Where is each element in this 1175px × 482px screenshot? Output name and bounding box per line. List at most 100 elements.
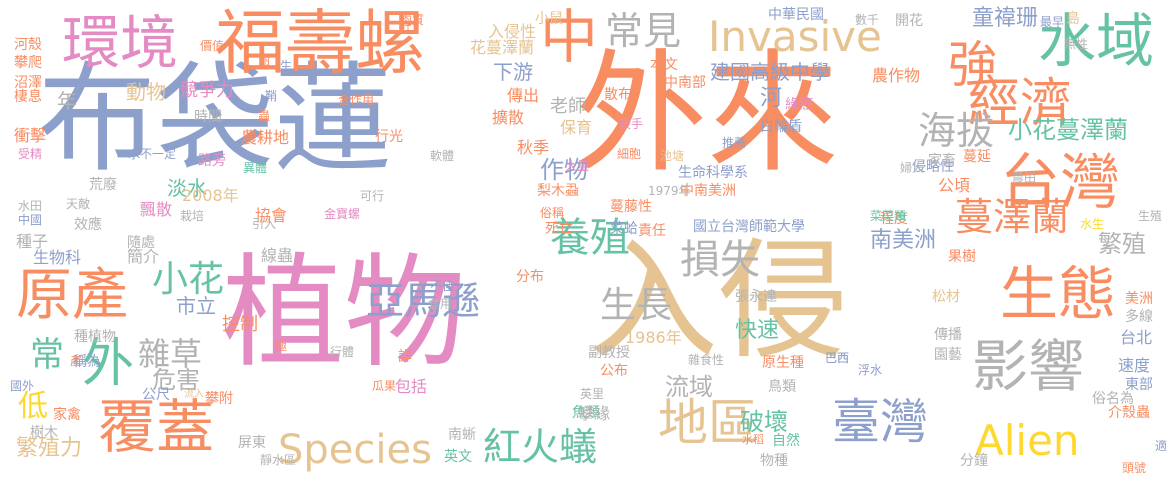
- cloud-word: 張永達: [735, 289, 777, 305]
- cloud-word: 速度: [1118, 356, 1151, 375]
- cloud-word: 下游: [493, 60, 533, 84]
- cloud-word: 流域: [665, 373, 713, 401]
- cloud-word: 繁殖: [1098, 230, 1146, 258]
- cloud-word: 簡介: [127, 247, 160, 266]
- cloud-word: 蔓延: [963, 149, 991, 165]
- cloud-word: 大量: [565, 159, 590, 173]
- cloud-word: 童禕珊: [972, 6, 1039, 31]
- cloud-word: 福壽螺: [215, 2, 425, 84]
- cloud-word: 衝擊: [14, 126, 47, 145]
- cloud-word: 國立台灣師範大學: [693, 219, 805, 235]
- cloud-word: 菜菜類: [870, 209, 907, 223]
- cloud-word: 異體: [243, 161, 268, 175]
- cloud-word: 原生種: [762, 355, 804, 371]
- cloud-word: 物種: [760, 453, 788, 469]
- cloud-word: 頭號: [1122, 461, 1147, 475]
- cloud-word: 生殖: [1138, 209, 1163, 223]
- cloud-word: 最早: [1040, 15, 1065, 29]
- cloud-word: 攀附: [205, 391, 233, 407]
- cloud-word: 線蟲: [261, 246, 294, 265]
- cloud-word: 建國高級中學: [710, 60, 830, 84]
- cloud-word: 河: [760, 86, 783, 111]
- cloud-word: 亞馬遜: [366, 279, 481, 323]
- cloud-word: 鳥類: [768, 379, 796, 395]
- cloud-word: 責任: [638, 223, 666, 239]
- cloud-word: 入侵性: [488, 22, 537, 41]
- cloud-word: 蟲: [258, 109, 271, 123]
- cloud-word: 家禽: [53, 407, 81, 423]
- cloud-word: 生: [280, 59, 293, 73]
- cloud-word: 開花: [895, 13, 923, 29]
- cloud-word: 協會: [255, 206, 288, 225]
- cloud-word: 稱為: [73, 354, 101, 370]
- cloud-word: 婦人: [900, 161, 925, 175]
- cloud-word: 細胞: [617, 147, 642, 161]
- cloud-word: 台北: [1120, 328, 1153, 347]
- cloud-word: 包括: [395, 377, 428, 396]
- cloud-word: 松材: [932, 289, 960, 305]
- cloud-word: 生態: [1000, 260, 1117, 328]
- cloud-word: 控制: [222, 314, 258, 335]
- cloud-word: 池塘: [660, 149, 685, 163]
- cloud-word: 詳: [398, 349, 412, 365]
- cloud-word: 原產: [16, 263, 128, 328]
- cloud-word: 流入: [184, 389, 204, 400]
- cloud-word: 飄散: [140, 200, 173, 219]
- cloud-word: 無性: [1064, 37, 1089, 51]
- cloud-word: 分鐘: [960, 453, 988, 469]
- cloud-word: 屏東: [238, 435, 266, 451]
- cloud-word: 中: [540, 3, 599, 71]
- cloud-word: 傳出: [507, 86, 540, 105]
- cloud-word: 傳播: [934, 327, 962, 343]
- cloud-word: 園藝: [934, 347, 962, 363]
- cloud-word: 巴西: [825, 351, 850, 365]
- cloud-word: 副教授: [588, 345, 630, 361]
- cloud-word: 水域: [1038, 7, 1155, 75]
- cloud-word: 紅火蟻: [483, 425, 598, 469]
- cloud-word: 農田: [1012, 171, 1037, 185]
- cloud-word: 植物: [222, 242, 466, 384]
- cloud-word: 小花蔓澤蘭: [1008, 116, 1128, 144]
- cloud-word: 台灣: [1000, 148, 1120, 218]
- cloud-word: 荒廢: [89, 177, 117, 193]
- cloud-word: 肉質: [400, 13, 425, 27]
- cloud-word: 自然: [772, 433, 800, 449]
- cloud-word: 水田: [18, 199, 43, 213]
- cloud-word: 果樹: [948, 249, 976, 265]
- cloud-word: 俗稱: [540, 206, 565, 220]
- cloud-word: 天敵: [66, 197, 91, 211]
- cloud-word: 公頃: [938, 176, 971, 195]
- cloud-word: 入侵: [588, 225, 849, 377]
- cloud-word: 中華民國: [768, 7, 824, 23]
- cloud-word: 路旁: [198, 153, 226, 169]
- cloud-word: 影響: [972, 335, 1084, 400]
- cloud-word: 繁殖力: [16, 436, 83, 461]
- cloud-word: 動物: [126, 80, 166, 104]
- cloud-word: 快速: [735, 318, 780, 343]
- cloud-word: 死亡: [545, 221, 573, 237]
- cloud-word: 巴西: [825, 351, 850, 365]
- cloud-word: 俗名為: [1092, 391, 1134, 407]
- cloud-word: 美洲: [1125, 291, 1153, 307]
- cloud-word: 適: [1155, 439, 1168, 453]
- cloud-word: 損失: [680, 237, 760, 283]
- cloud-word: 效應: [74, 217, 102, 233]
- cloud-word: 分布: [516, 269, 544, 285]
- cloud-word: 東部: [1125, 377, 1153, 393]
- cloud-word: Alien: [975, 416, 1080, 465]
- cloud-word: 危害: [152, 366, 200, 394]
- cloud-word: 軟體: [430, 149, 455, 163]
- cloud-word: 小花: [152, 259, 225, 300]
- cloud-word: 數千: [855, 13, 880, 27]
- cloud-word: 魚類: [572, 405, 600, 421]
- cloud-word: 生長: [600, 285, 673, 326]
- cloud-word: 英文: [444, 449, 472, 465]
- cloud-word: 南蜥: [448, 427, 476, 443]
- cloud-word: 引入: [252, 217, 277, 231]
- cloud-word: 攀爬: [14, 55, 42, 71]
- cloud-word: 可行: [360, 189, 385, 203]
- cloud-word: 養殖: [550, 215, 630, 261]
- cloud-word: 南美洲: [870, 228, 937, 253]
- cloud-word: 破壞: [740, 408, 788, 436]
- cloud-word: 生物科: [33, 248, 82, 267]
